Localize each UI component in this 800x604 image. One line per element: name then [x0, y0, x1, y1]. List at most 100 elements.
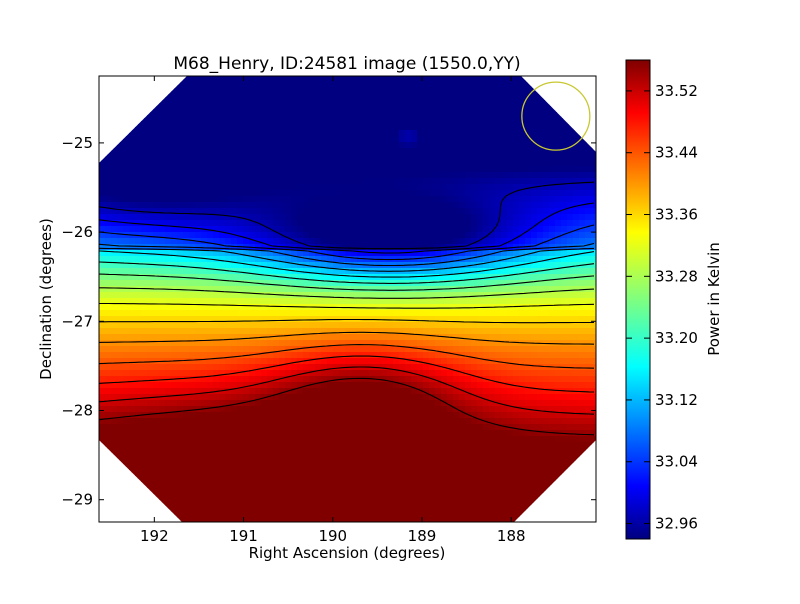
heatmap-cell [333, 358, 340, 365]
heatmap-cell [501, 268, 508, 275]
heatmap-cell [447, 316, 454, 323]
heatmap-cell [393, 220, 400, 227]
heatmap-cell [135, 376, 142, 383]
heatmap-cell [111, 262, 118, 269]
heatmap-cell [111, 364, 118, 371]
heatmap-cell [207, 130, 214, 137]
heatmap-cell [123, 388, 130, 395]
heatmap-cell [441, 334, 448, 341]
heatmap-cell [585, 136, 592, 143]
heatmap-cell [207, 178, 214, 185]
heatmap-cell [549, 406, 556, 413]
heatmap-cell [363, 82, 370, 89]
heatmap-cell [303, 202, 310, 209]
heatmap-cell [393, 202, 400, 209]
heatmap-cell [453, 376, 460, 383]
heatmap-cell [417, 286, 424, 293]
heatmap-cell [483, 328, 490, 335]
heatmap-cell [201, 130, 208, 137]
heatmap-cell [591, 118, 596, 125]
heatmap-cell [519, 256, 526, 263]
heatmap-cell [195, 154, 202, 161]
heatmap-cell [537, 214, 544, 221]
heatmap-cell [129, 130, 136, 137]
heatmap-cell [417, 292, 424, 299]
heatmap-cell [363, 286, 370, 293]
heatmap-cell [327, 100, 334, 107]
heatmap-cell [573, 166, 580, 173]
heatmap-cell [519, 286, 526, 293]
heatmap-cell [471, 94, 478, 101]
heatmap-cell [549, 118, 556, 125]
heatmap-cell [525, 76, 532, 83]
heatmap-cell [339, 232, 346, 239]
heatmap-cell [345, 178, 352, 185]
heatmap-cell [225, 154, 232, 161]
heatmap-cell [555, 352, 562, 359]
heatmap-cell [321, 112, 328, 119]
heatmap-cell [225, 418, 232, 425]
heatmap-cell [483, 238, 490, 245]
heatmap-cell [117, 292, 124, 299]
heatmap-cell [153, 274, 160, 281]
heatmap-cell [573, 118, 580, 125]
heatmap-cell [483, 364, 490, 371]
heatmap-cell [453, 274, 460, 281]
heatmap-cell [327, 256, 334, 263]
heatmap-cell [579, 166, 586, 173]
heatmap-cell [165, 202, 172, 209]
heatmap-cell [489, 406, 496, 413]
heatmap-cell [387, 328, 394, 335]
heatmap-cell [219, 424, 226, 431]
heatmap-cell [225, 430, 232, 437]
heatmap-cell [459, 376, 466, 383]
heatmap-cell [465, 388, 472, 395]
heatmap-cell [447, 100, 454, 107]
heatmap-cell [297, 292, 304, 299]
heatmap-cell [561, 124, 568, 131]
heatmap-cell [189, 412, 196, 419]
heatmap-cell [261, 418, 268, 425]
heatmap-cell [393, 370, 400, 377]
heatmap-cell [201, 238, 208, 245]
heatmap-cell [213, 292, 220, 299]
heatmap-cell [267, 268, 274, 275]
heatmap-cell [315, 142, 322, 149]
heatmap-cell [327, 76, 334, 83]
heatmap-cell [519, 340, 526, 347]
heatmap-cell [255, 232, 262, 239]
heatmap-cell [585, 376, 592, 383]
heatmap-cell [501, 400, 508, 407]
heatmap-cell [507, 178, 514, 185]
heatmap-cell [231, 136, 238, 143]
heatmap-cell [441, 376, 448, 383]
heatmap-cell [489, 184, 496, 191]
heatmap-cell [177, 130, 184, 137]
heatmap-cell [363, 208, 370, 215]
heatmap-cell [441, 370, 448, 377]
heatmap-cell [141, 346, 148, 353]
heatmap-cell [441, 226, 448, 233]
heatmap-cell [333, 310, 340, 317]
heatmap-cell [405, 184, 412, 191]
heatmap-cell [249, 166, 256, 173]
heatmap-cell [141, 298, 148, 305]
heatmap-cell [537, 226, 544, 233]
heatmap-cell [123, 226, 130, 233]
heatmap-cell [393, 190, 400, 197]
heatmap-cell [231, 292, 238, 299]
heatmap-cell [201, 346, 208, 353]
heatmap-cell [297, 94, 304, 101]
heatmap-cell [471, 202, 478, 209]
heatmap-cell [507, 298, 514, 305]
heatmap-cell [105, 274, 112, 281]
heatmap-cell [99, 250, 106, 257]
heatmap-cell [423, 232, 430, 239]
heatmap-cell [117, 94, 124, 101]
heatmap-cell [507, 100, 514, 107]
heatmap-cell [261, 430, 268, 437]
heatmap-cell [351, 334, 358, 341]
heatmap-cell [249, 304, 256, 311]
heatmap-cell [465, 328, 472, 335]
heatmap-cell [291, 256, 298, 263]
